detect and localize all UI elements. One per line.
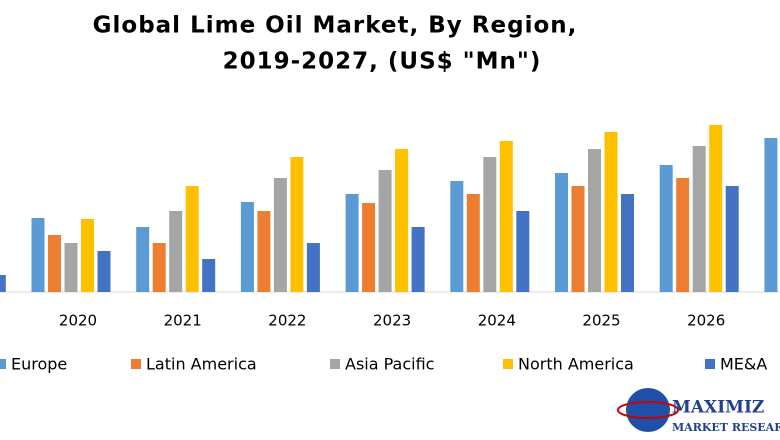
bar (306, 243, 320, 292)
legend-swatch (503, 359, 513, 369)
legend-swatch (131, 359, 141, 369)
bar (378, 170, 392, 292)
bar (483, 157, 497, 292)
bar (31, 218, 45, 292)
logo-text: MARKET RESEAR (672, 421, 780, 434)
bar (571, 186, 585, 292)
bar (450, 181, 464, 292)
x-tick-label: 2026 (687, 312, 725, 330)
legend-label: Latin America (146, 355, 257, 374)
x-tick-label: 2020 (59, 312, 97, 330)
bar (676, 178, 690, 292)
bar (64, 243, 78, 292)
bar (97, 251, 111, 292)
logo-text: MAXIMIZ (672, 398, 764, 418)
bar (202, 259, 216, 292)
legend-label: ME&A (720, 355, 767, 374)
x-tick-label: 2021 (164, 312, 202, 330)
logo-orbit (617, 401, 679, 419)
bar (604, 132, 618, 292)
bar (516, 211, 530, 292)
bar (152, 243, 166, 292)
bar (555, 173, 568, 292)
x-tick-label: 2023 (373, 312, 411, 330)
bar (273, 178, 287, 292)
bar (588, 149, 601, 292)
bar (362, 203, 376, 292)
bar (725, 186, 739, 292)
bar (257, 211, 271, 292)
legend-label: Asia Pacific (345, 355, 434, 374)
bar (709, 125, 723, 292)
bar (466, 194, 480, 292)
bar (411, 227, 425, 292)
bar (290, 157, 304, 292)
x-tick-label: 2024 (478, 312, 516, 330)
logo: MAXIMIZ MARKET RESEAR (617, 388, 780, 434)
chart-title: Global Lime Oil Market, By Region, (93, 13, 578, 39)
bar (0, 275, 6, 292)
bar (345, 194, 359, 292)
x-tick-label: 2025 (582, 312, 620, 330)
bar (185, 186, 199, 292)
chart-title: 2019-2027, (US$ "Mn") (223, 49, 542, 75)
bar (136, 227, 150, 292)
legend-swatch (330, 359, 340, 369)
bar (81, 219, 94, 292)
bar (169, 211, 183, 292)
legend-swatch (705, 359, 715, 369)
bar (692, 146, 706, 292)
bar (240, 202, 254, 292)
legend-swatch (0, 359, 6, 369)
legend-label: North America (518, 355, 634, 374)
logo-globe (626, 388, 670, 432)
bar (395, 149, 409, 292)
bar (48, 235, 61, 292)
bar (621, 194, 634, 292)
bar (764, 138, 778, 292)
x-tick-label: 2022 (268, 312, 306, 330)
legend-label: Europe (11, 355, 67, 374)
bar (499, 141, 513, 292)
bar (659, 165, 673, 292)
